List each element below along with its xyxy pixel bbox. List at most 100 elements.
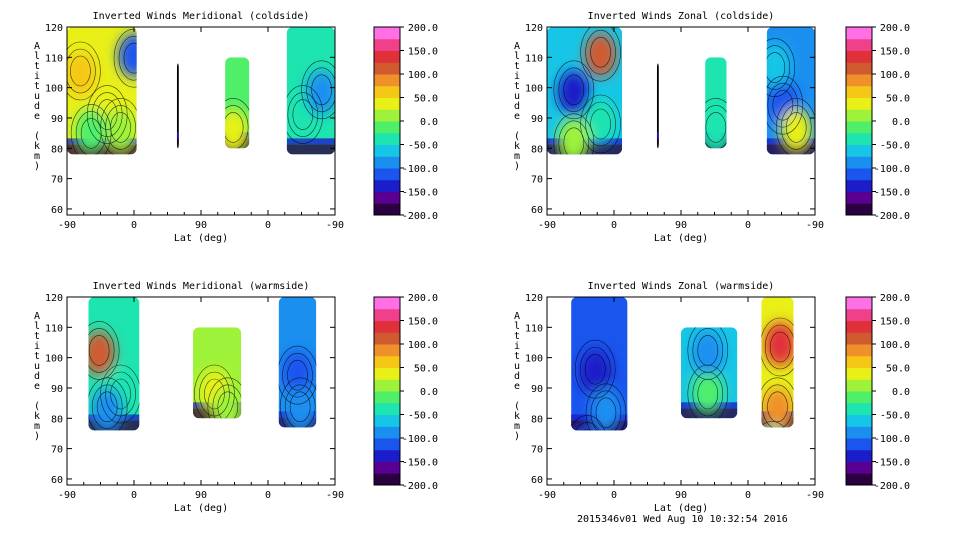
colorbar-tick-label: 150.0 — [880, 47, 910, 58]
colorbar-tick-label: 50.0 — [414, 364, 438, 375]
colorbar-tick-label: -150.0 — [874, 188, 910, 199]
y-axis-label-char: ( — [34, 401, 40, 412]
contour-line — [692, 328, 724, 373]
x-tick-label: 0 — [745, 490, 751, 501]
y-axis-label-char: k — [34, 411, 40, 422]
contour-line — [764, 324, 794, 370]
contour-line — [563, 127, 585, 155]
contour-line — [86, 85, 128, 144]
x-tick-label: 0 — [265, 490, 271, 501]
chart-title: Inverted Winds Zonal (warmside) — [588, 281, 775, 292]
contour-line — [576, 429, 598, 431]
y-axis-label-char: ( — [34, 131, 40, 142]
colorbar-tick-label: 150.0 — [408, 317, 438, 328]
y-tick-label: 110 — [45, 53, 63, 64]
wind-region-edge — [176, 138, 179, 149]
contour-line — [110, 378, 131, 410]
colorbar-tick-label: 0.0 — [892, 387, 910, 398]
y-tick-label: 90 — [51, 384, 63, 395]
y-tick-label: 100 — [45, 354, 63, 365]
colorbar-swatch — [374, 97, 400, 110]
y-axis-label-char: e — [34, 111, 40, 122]
colorbar-swatch — [374, 344, 400, 357]
colorbar-tick-label: -50.0 — [408, 411, 438, 422]
contour-line — [204, 378, 225, 410]
contour-line — [590, 390, 622, 431]
contour-line — [311, 74, 332, 106]
wind-region-edge — [286, 144, 335, 155]
y-axis-label-char: e — [514, 381, 520, 392]
colorbar-tick-label: 100.0 — [880, 70, 910, 81]
y-tick-label: 120 — [45, 23, 63, 34]
colorbar-swatch — [846, 179, 872, 192]
colorbar-swatch — [846, 449, 872, 462]
colorbar-tick-label: -150.0 — [402, 458, 438, 469]
y-axis-label-char: i — [514, 341, 520, 352]
y-axis-label-char: e — [514, 111, 520, 122]
contour-line — [306, 67, 336, 113]
colorbar-tick-label: -50.0 — [880, 411, 910, 422]
y-axis-label-char: k — [514, 411, 520, 422]
colorbar-swatch — [374, 426, 400, 439]
y-axis-label-char: t — [34, 351, 40, 362]
y-axis-label-char: A — [34, 41, 40, 52]
y-tick-label: 60 — [51, 205, 63, 216]
wind-field — [571, 297, 794, 431]
y-axis-label-char: i — [34, 341, 40, 352]
wind-region-edge — [656, 132, 659, 139]
colorbar-swatch — [374, 355, 400, 368]
contour-line — [751, 421, 793, 431]
wind-blob — [284, 387, 317, 431]
wind-blob — [758, 42, 791, 87]
y-tick-label: 90 — [531, 384, 543, 395]
y-tick-label: 110 — [525, 323, 543, 334]
contour-line — [75, 111, 107, 155]
x-tick-label: -90 — [326, 490, 344, 501]
colorbar-swatch — [374, 62, 400, 75]
contour-line — [767, 391, 788, 423]
y-tick-label: 100 — [525, 84, 543, 95]
contour-line — [88, 335, 110, 366]
wind-blob — [691, 331, 724, 376]
colorbar-swatch — [374, 121, 400, 134]
y-axis-label-char: m — [34, 421, 40, 432]
x-tick-label: -90 — [58, 490, 76, 501]
contour-line — [67, 48, 96, 94]
wind-blob — [589, 387, 622, 431]
colorbar-swatch — [374, 461, 400, 474]
colorbar-swatch — [846, 426, 872, 439]
colorbar-swatch — [374, 74, 400, 87]
x-tick-label: 0 — [131, 490, 137, 501]
wind-blob — [756, 425, 789, 431]
y-axis-label-char: ) — [34, 161, 40, 172]
contour-line — [580, 94, 621, 154]
contour-line — [553, 60, 595, 120]
y-axis-label-char: l — [514, 51, 520, 62]
colorbar-swatch — [374, 132, 400, 145]
colorbar-tick-label: 100.0 — [408, 340, 438, 351]
y-axis-label-char: i — [514, 71, 520, 82]
x-tick-label: -90 — [538, 490, 556, 501]
y-tick-label: 110 — [525, 53, 543, 64]
colorbar-swatch — [846, 320, 872, 333]
x-tick-label: -90 — [58, 220, 76, 231]
y-tick-label: 120 — [45, 293, 63, 304]
y-tick-label: 70 — [51, 445, 63, 456]
y-axis-label-char: t — [514, 81, 520, 92]
colorbar-swatch — [374, 109, 400, 122]
contour-line — [767, 82, 799, 128]
colorbar: 200.0 150.0 100.0 50.0 0.0 -50.0 -100.0 -150.0 -… — [373, 293, 438, 492]
y-tick-label: 100 — [45, 84, 63, 95]
colorbar-swatch — [374, 308, 400, 321]
colorbar-swatch — [846, 191, 872, 204]
contour-line — [590, 108, 611, 140]
colorbar-tick-label: -200.0 — [874, 211, 910, 222]
contour-line — [279, 377, 317, 431]
wind-blob — [217, 108, 250, 153]
wind-blob — [764, 322, 794, 366]
wind-region-edge — [67, 144, 137, 155]
colorbar-swatch — [846, 156, 872, 169]
colorbar-swatch — [374, 144, 400, 157]
